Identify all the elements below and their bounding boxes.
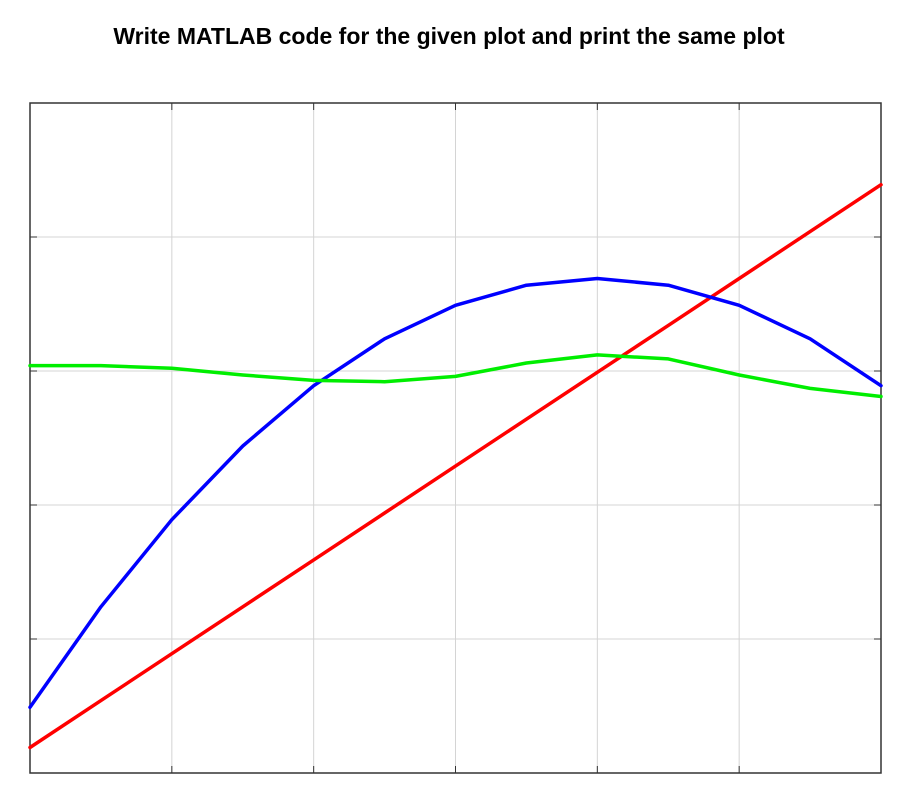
line-series <box>28 353 883 399</box>
plot-border <box>29 102 882 774</box>
line-series <box>28 276 883 710</box>
chart-title: Write MATLAB code for the given plot and… <box>113 23 785 49</box>
line-series <box>28 182 883 750</box>
